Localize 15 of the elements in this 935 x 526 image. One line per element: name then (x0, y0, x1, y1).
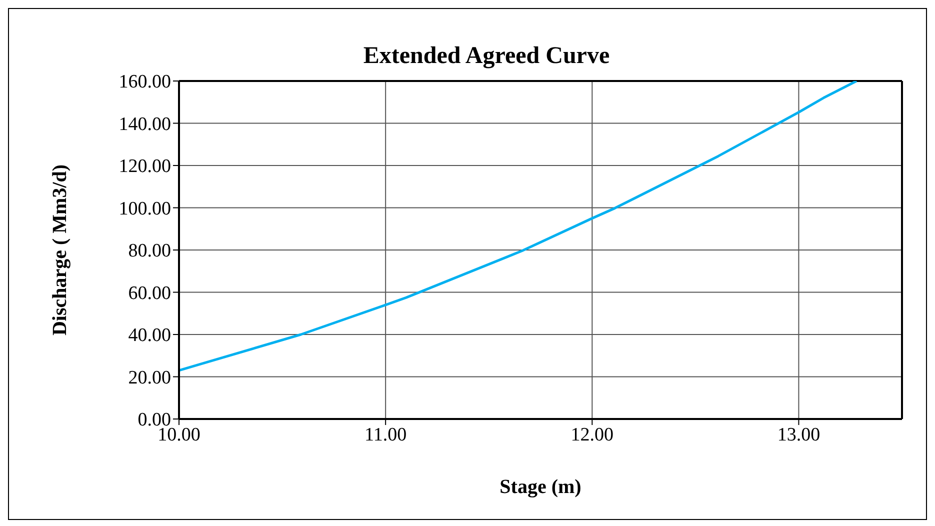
line-series (179, 81, 858, 372)
x-tick-label: 11.00 (364, 424, 407, 446)
y-tick-label: 80.00 (128, 240, 171, 262)
y-tick-label: 20.00 (128, 367, 171, 388)
y-tick-label: 160.00 (118, 72, 171, 93)
y-tick-label: 60.00 (128, 282, 171, 304)
x-tick-label: 12.00 (570, 424, 614, 446)
y-tick-label: 120.00 (118, 156, 171, 178)
y-tick-label: 40.00 (128, 325, 171, 346)
chart-title: Extended Agreed Curve (362, 43, 611, 70)
y-tick-label: 140.00 (118, 114, 171, 135)
y-tick-label: 100.00 (118, 198, 171, 220)
y-axis-title: Discharge ( Mm3/d) (49, 164, 72, 336)
x-tick-label: 13.00 (777, 424, 820, 446)
x-axis-title: Stage (m) (500, 476, 582, 498)
